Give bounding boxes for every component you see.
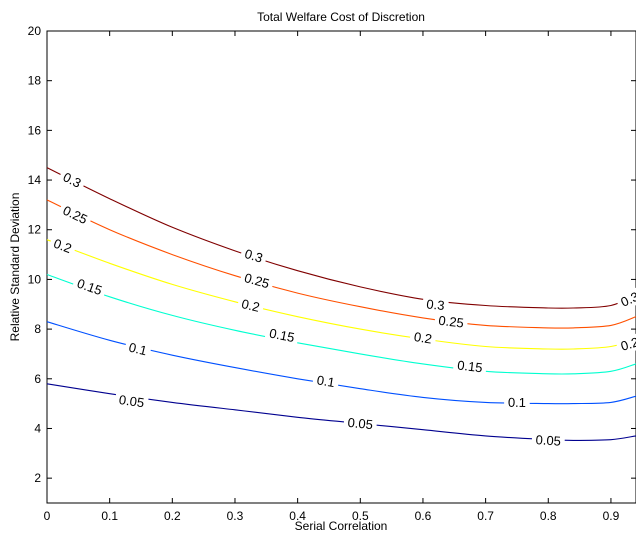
- contour-label: 0.1: [508, 395, 526, 410]
- contour-label-bg: [421, 295, 450, 314]
- contour-label-bg: [238, 268, 275, 293]
- x-tick-label: 0.5: [352, 509, 369, 523]
- contour-label: 0.3: [61, 169, 84, 190]
- x-axis-label: Serial Correlation: [295, 519, 388, 533]
- contour-label: 0.2: [52, 236, 74, 256]
- contour-label-bg: [409, 327, 437, 348]
- y-tick-label: 16: [28, 123, 42, 137]
- x-tick-label: 0.7: [477, 509, 494, 523]
- contour-line-0.3: [46, 167, 636, 309]
- contour-lines: [46, 167, 636, 441]
- y-tick-label: 4: [34, 421, 41, 435]
- y-axis: 2 4 6 8 10 12 14 16 18 20: [28, 24, 636, 485]
- contour-label-bg: [615, 332, 636, 356]
- contour-label: 0.2: [413, 329, 433, 347]
- contour-label: 0.25: [243, 270, 271, 291]
- contour-label-bg: [452, 356, 488, 377]
- contour-label-bg: [114, 390, 149, 412]
- contour-label-bg: [239, 244, 269, 268]
- contour-label: 0.05: [535, 432, 561, 448]
- y-tick-label: 8: [34, 322, 41, 336]
- contour-label-bg: [264, 324, 300, 347]
- contour-line-0.2: [46, 239, 636, 350]
- contour-label: 0.2: [240, 296, 261, 315]
- y-tick-label: 20: [28, 24, 42, 38]
- contour-label: 0.15: [457, 357, 484, 375]
- contour-label: 0.3: [243, 246, 265, 266]
- x-tick-label: 0.3: [227, 509, 244, 523]
- contour-label-bg: [123, 338, 153, 360]
- y-tick-label: 12: [28, 223, 42, 237]
- y-axis-label: Relative Standard Deviation: [8, 193, 22, 342]
- x-tick-label: 0: [44, 509, 51, 523]
- contour-line-0.15: [46, 273, 636, 375]
- contour-label-bg: [311, 371, 340, 392]
- contour-label-bg: [47, 233, 78, 258]
- x-tick-label: 0.8: [540, 509, 557, 523]
- contour-label: 0.25: [438, 313, 465, 331]
- contour-line-0.1: [46, 321, 636, 405]
- contour-label-bg: [56, 200, 94, 230]
- contour-label-bg: [71, 273, 108, 300]
- contour-label-bg: [57, 167, 88, 193]
- y-tick-label: 6: [34, 372, 41, 386]
- contour-label: 0.3: [618, 289, 636, 310]
- contour-line-0.25: [46, 199, 636, 329]
- contour-label: 0.2: [619, 334, 636, 354]
- contour-label-bg: [236, 294, 265, 317]
- contour-labels: 0.050.050.050.10.10.10.150.150.150.20.20…: [47, 167, 636, 450]
- contour-line-0.05: [46, 383, 636, 441]
- plot-area: [46, 30, 636, 504]
- contour-label-bg: [343, 413, 378, 434]
- contour-label-bg: [433, 311, 469, 332]
- contour-label: 0.1: [316, 372, 336, 390]
- y-tick-label: 2: [34, 471, 41, 485]
- x-tick-label: 0.9: [603, 509, 620, 523]
- x-tick-label: 0.1: [101, 509, 118, 523]
- contour-label: 0.05: [118, 392, 145, 410]
- contour-label-bg: [503, 394, 530, 411]
- y-tick-label: 14: [28, 173, 42, 187]
- x-axis: 0 0.1 0.2 0.3 0.4 0.5 0.6 0.7 0.8 0.9: [44, 31, 620, 523]
- contour-label-bg: [614, 286, 636, 312]
- chart-title: Total Welfare Cost of Discretion: [257, 10, 425, 24]
- contour-label: 0.1: [127, 340, 148, 359]
- x-tick-label: 0.2: [164, 509, 181, 523]
- contour-label: 0.3: [426, 296, 445, 313]
- x-tick-label: 0.6: [415, 509, 432, 523]
- contour-label-bg: [531, 431, 566, 450]
- y-tick-label: 18: [28, 74, 42, 88]
- x-tick-label: 0.4: [289, 509, 306, 523]
- y-tick-label: 10: [28, 272, 42, 286]
- contour-label: 0.05: [347, 415, 374, 432]
- contour-label: 0.15: [268, 325, 296, 345]
